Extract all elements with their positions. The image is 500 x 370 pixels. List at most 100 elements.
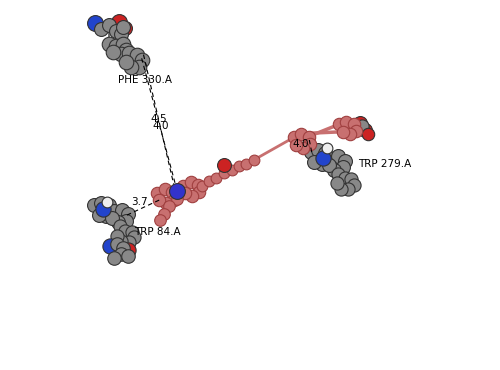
Point [186,179,194,185]
Point [126,64,134,70]
Point [124,211,132,217]
Point [121,25,129,31]
Point [116,238,124,244]
Point [322,150,330,156]
Point [138,57,145,63]
Point [124,248,132,253]
Point [334,171,342,177]
Point [102,213,110,219]
Point [212,175,220,181]
Point [91,20,99,26]
Point [98,26,106,32]
Point [324,156,332,162]
Point [194,182,202,188]
Point [124,253,132,259]
Point [350,182,358,188]
Point [103,199,111,205]
Point [121,228,129,234]
Text: 4.0: 4.0 [292,138,309,148]
Point [342,119,350,125]
Point [350,121,358,127]
Point [125,239,133,245]
Point [99,206,107,212]
Point [104,202,112,208]
Point [113,241,121,247]
Point [104,22,112,28]
Point [122,47,130,53]
Point [160,211,168,216]
Point [335,121,343,127]
Point [108,208,116,214]
Point [358,123,366,129]
Point [198,183,205,189]
Point [205,178,213,184]
Point [120,245,128,251]
Point [94,212,102,218]
Point [108,215,116,221]
Point [306,149,314,155]
Point [116,223,124,229]
Point [228,167,235,173]
Point [112,28,120,34]
Point [162,201,170,206]
Point [298,131,306,137]
Point [346,131,354,137]
Point [326,156,334,162]
Point [340,158,348,164]
Point [135,64,143,70]
Point [318,155,326,161]
Point [338,129,346,135]
Point [196,189,203,195]
Point [337,186,345,192]
Point [118,31,126,37]
Text: TRP 279.A: TRP 279.A [358,159,412,169]
Point [106,243,114,249]
Point [122,59,130,65]
Point [356,120,364,126]
Text: 4.0: 4.0 [153,121,170,131]
Point [120,24,128,30]
Point [325,162,333,168]
Point [110,255,118,261]
Point [220,170,228,176]
Point [338,164,346,170]
Point [104,41,112,47]
Point [122,218,130,224]
Point [323,145,331,151]
Point [125,50,133,56]
Point [128,229,136,235]
Text: 3.7: 3.7 [131,197,148,207]
Point [330,166,338,172]
Point [155,198,163,204]
Point [364,131,372,137]
Point [113,233,121,239]
Point [318,161,326,167]
Point [116,251,124,257]
Point [360,127,368,133]
Point [170,197,177,203]
Point [90,202,98,208]
Point [133,52,141,58]
Text: TRP 84.A: TRP 84.A [134,227,181,237]
Point [172,188,180,194]
Point [347,176,355,182]
Text: 4.5: 4.5 [150,114,167,124]
Point [118,207,126,213]
Point [314,147,322,153]
Point [98,201,106,206]
Point [156,217,164,223]
Text: PHE 330.A: PHE 330.A [118,75,172,85]
Point [110,49,118,55]
Point [290,134,298,140]
Point [130,234,138,240]
Point [188,193,196,199]
Point [172,196,180,202]
Point [110,208,118,214]
Point [180,190,188,196]
Point [306,141,314,147]
Point [168,189,176,195]
Point [344,186,352,192]
Point [114,219,122,225]
Point [235,163,243,169]
Point [165,204,173,209]
